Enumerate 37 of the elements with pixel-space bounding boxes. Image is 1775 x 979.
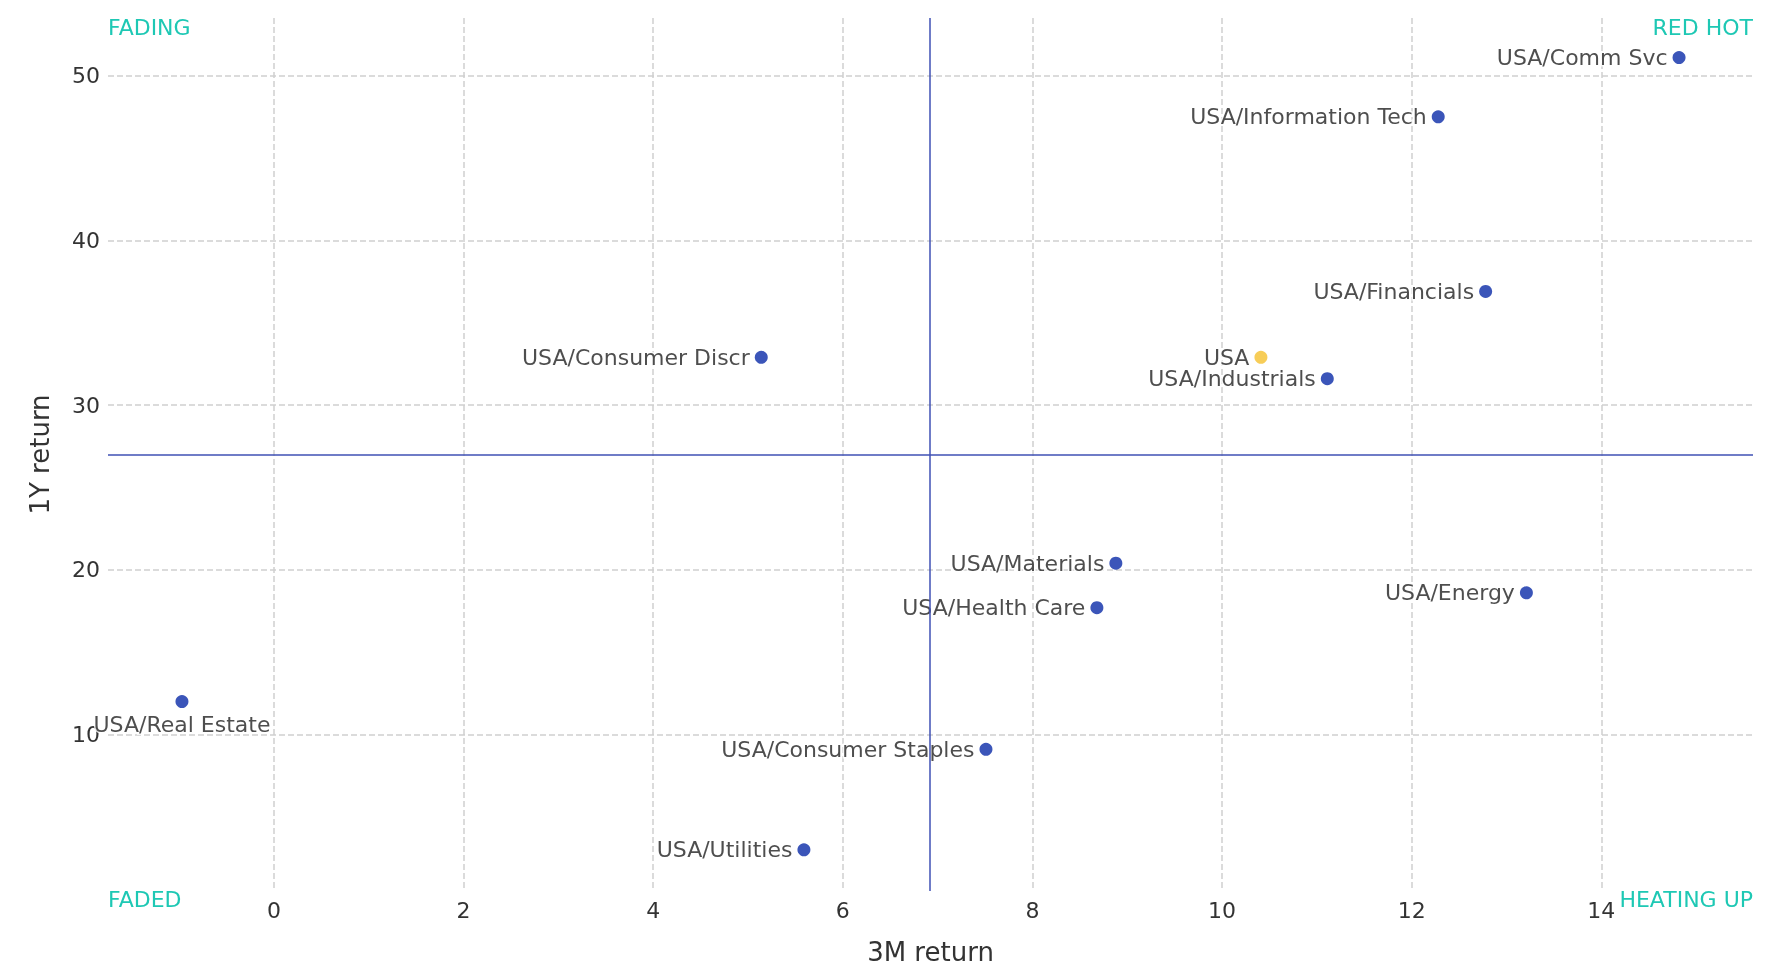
series-label: USA/Consumer Discr — [521, 344, 751, 370]
y-tick-label: 50 — [72, 63, 100, 89]
x-tick-label: 6 — [835, 897, 850, 923]
point — [1109, 556, 1123, 570]
series-label: USA/Energy — [1384, 580, 1515, 606]
y-axis-title: 1Y return — [25, 394, 55, 515]
series-label: USA/Comm Svc — [1496, 45, 1668, 71]
x-tick-label: 10 — [1208, 897, 1237, 923]
point — [175, 695, 189, 709]
x-tick-label: 0 — [266, 897, 281, 923]
y-tick-label: 20 — [72, 557, 100, 583]
series-label: USA/Utilities — [656, 837, 793, 863]
annotation: FADING — [108, 14, 191, 40]
point — [979, 742, 993, 756]
series-label: USA/Materials — [950, 550, 1105, 576]
point — [797, 843, 811, 857]
annotation: RED HOT — [1652, 14, 1754, 40]
x-tick-label: 2 — [456, 897, 471, 923]
series-label: USA/Financials — [1313, 278, 1475, 304]
x-tick-label: 14 — [1587, 897, 1616, 923]
point — [1672, 51, 1686, 65]
point — [1320, 372, 1334, 386]
x-tick-label: 4 — [646, 897, 661, 923]
series-label: USA/Information Tech — [1190, 104, 1427, 130]
point — [1090, 601, 1104, 615]
point — [1254, 350, 1268, 364]
y-tick-label: 40 — [72, 227, 100, 253]
point — [1431, 110, 1445, 124]
annotation: HEATING UP — [1619, 886, 1754, 912]
x-axis-title: 3M return — [867, 937, 994, 967]
point — [1519, 586, 1533, 600]
annotation: FADED — [108, 886, 182, 912]
x-tick-label: 12 — [1397, 897, 1426, 923]
point — [1479, 284, 1493, 298]
x-tick-label: 8 — [1025, 897, 1040, 923]
point — [754, 350, 768, 364]
y-tick-label: 30 — [72, 392, 100, 418]
